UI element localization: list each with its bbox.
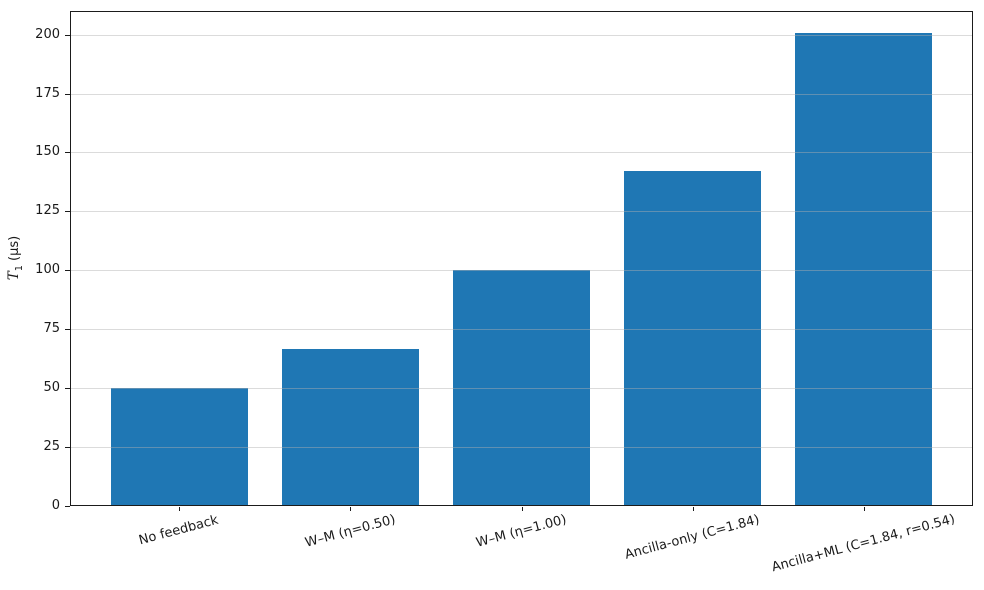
y-tick-label-0: 0 [51,498,60,513]
y-tick-mark-200 [65,35,70,36]
gridline-y-175 [70,94,973,95]
x-tick-mark-3 [693,507,694,511]
y-tick-mark-25 [65,447,70,448]
y-tick-mark-100 [65,270,70,271]
y-tick-label-200: 200 [35,27,60,42]
x-tick-label-1: W–M (η=0.50) [303,512,398,551]
y-tick-label-50: 50 [43,380,60,395]
x-tick-mark-4 [864,507,865,511]
gridline-y-200 [70,35,973,36]
y-tick-mark-75 [65,329,70,330]
bar-2 [453,270,590,506]
bar-0 [111,388,248,506]
y-tick-mark-0 [65,506,70,507]
gridline-y-25 [70,447,973,448]
y-tick-mark-150 [65,152,70,153]
bar-1 [282,348,419,506]
y-tick-label-125: 125 [35,203,60,218]
x-tick-mark-2 [522,507,523,511]
gridline-y-75 [70,329,973,330]
y-tick-label-150: 150 [35,144,60,159]
y-tick-mark-175 [65,94,70,95]
x-tick-mark-0 [179,507,180,511]
gridline-y-50 [70,388,973,389]
x-tick-label-0: No feedback [137,512,220,549]
x-tick-label-4: Ancilla+ML (C=1.84, r=0.54) [770,511,957,576]
y-tick-label-100: 100 [35,262,60,277]
y-axis-label-unit: (μs) [7,235,23,266]
x-tick-label-2: W–M (η=1.00) [474,512,569,551]
y-tick-mark-50 [65,388,70,389]
y-tick-label-25: 25 [43,439,60,454]
y-tick-label-175: 175 [35,86,60,101]
x-tick-label-3: Ancilla-only (C=1.84) [623,512,762,563]
x-tick-mark-1 [350,507,351,511]
y-tick-mark-125 [65,211,70,212]
gridline-y-100 [70,270,973,271]
bar-3 [624,171,761,506]
plot-area [70,11,973,506]
y-tick-label-75: 75 [43,321,60,336]
gridline-y-150 [70,152,973,153]
gridline-y-125 [70,211,973,212]
bar-4 [795,33,932,506]
